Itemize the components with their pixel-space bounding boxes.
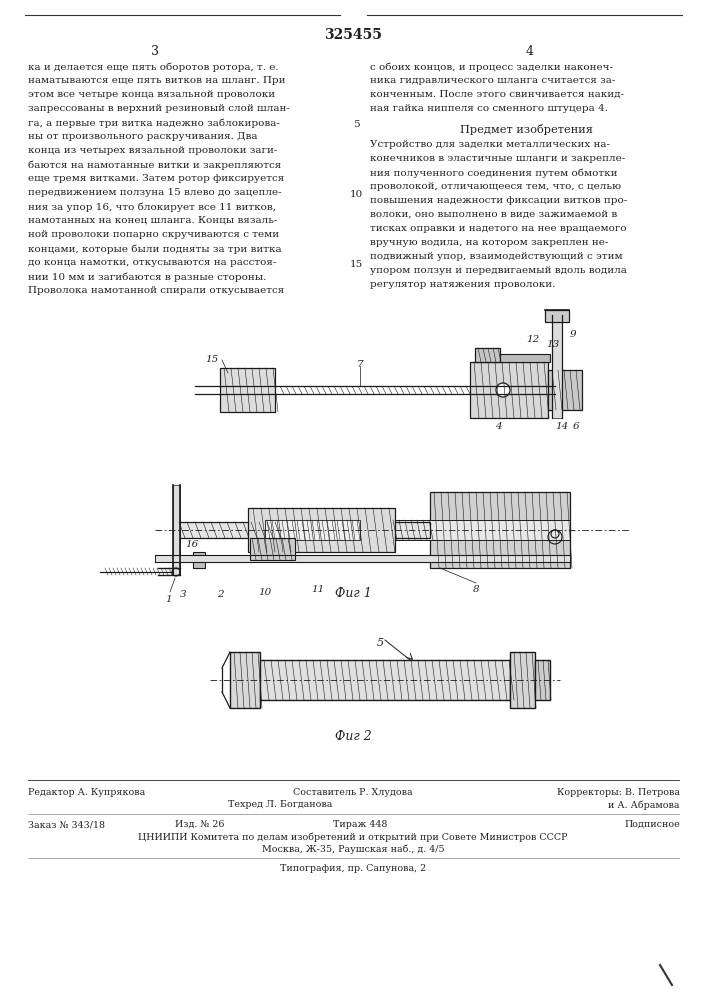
- Bar: [430, 492, 570, 568]
- Text: конца из четырех вязальной проволоки заги-: конца из четырех вязальной проволоки заг…: [28, 146, 277, 155]
- Bar: [173, 485, 180, 575]
- Text: 16: 16: [185, 540, 199, 549]
- Text: ной проволоки попарно скручиваются с теми: ной проволоки попарно скручиваются с тем…: [28, 230, 279, 239]
- Text: ка и делается еще пять оборотов ротора, т. е.: ка и делается еще пять оборотов ротора, …: [28, 62, 279, 72]
- Text: 325455: 325455: [324, 28, 382, 42]
- Text: ника гидравлического шланга считается за-: ника гидравлического шланга считается за…: [370, 76, 615, 85]
- Text: намотанных на конец шланга. Концы вязаль-: намотанных на конец шланга. Концы вязаль…: [28, 216, 277, 225]
- Text: Редактор А. Купрякова: Редактор А. Купрякова: [28, 788, 145, 797]
- Bar: [545, 310, 569, 322]
- Bar: [230, 652, 260, 708]
- Text: концами, которые были подняты за три витка: концами, которые были подняты за три вит…: [28, 244, 281, 253]
- Bar: [248, 508, 395, 552]
- Text: 11: 11: [311, 585, 325, 594]
- Text: упором ползун и передвигаемый вдоль водила: упором ползун и передвигаемый вдоль води…: [370, 266, 627, 275]
- Text: 3: 3: [180, 590, 187, 599]
- Text: 4: 4: [495, 422, 501, 431]
- Text: 15: 15: [205, 355, 218, 364]
- Bar: [475, 348, 500, 362]
- Text: га, а первые три витка надежно заблокирова-: га, а первые три витка надежно заблокиро…: [28, 118, 280, 127]
- Text: волоки, оно выполнено в виде зажимаемой в: волоки, оно выполнено в виде зажимаемой …: [370, 210, 617, 219]
- Bar: [175, 522, 430, 538]
- Text: ния за упор 16, что блокирует все 11 витков,: ния за упор 16, что блокирует все 11 вит…: [28, 202, 276, 212]
- Text: 5: 5: [353, 120, 359, 129]
- Text: Типография, пр. Сапунова, 2: Типография, пр. Сапунова, 2: [280, 864, 426, 873]
- Bar: [390, 520, 570, 540]
- Text: ЦНИИПИ Комитета по делам изобретений и открытий при Совете Министров СССР: ЦНИИПИ Комитета по делам изобретений и о…: [139, 833, 568, 842]
- Text: с обоих концов, и процесс заделки наконеч-: с обоих концов, и процесс заделки наконе…: [370, 62, 613, 72]
- Text: этом все четыре конца вязальной проволоки: этом все четыре конца вязальной проволок…: [28, 90, 275, 99]
- Text: передвижением ползуна 15 влево до зацепле-: передвижением ползуна 15 влево до зацепл…: [28, 188, 281, 197]
- Text: ния полученного соединения путем обмотки: ния полученного соединения путем обмотки: [370, 168, 617, 178]
- Text: наматываются еще пять витков на шланг. При: наматываются еще пять витков на шланг. П…: [28, 76, 286, 85]
- Text: 15: 15: [349, 260, 363, 269]
- Text: 7: 7: [357, 360, 363, 369]
- Text: 6: 6: [573, 422, 580, 431]
- Bar: [250, 538, 295, 560]
- Text: тисках оправки и надетого на нее вращаемого: тисках оправки и надетого на нее вращаем…: [370, 224, 626, 233]
- Bar: [535, 660, 550, 700]
- Circle shape: [496, 383, 510, 397]
- Text: ны от произвольного раскручивания. Два: ны от произвольного раскручивания. Два: [28, 132, 257, 141]
- Text: Техред Л. Богданова: Техред Л. Богданова: [228, 800, 332, 809]
- Text: Заказ № 343/18: Заказ № 343/18: [28, 820, 105, 829]
- Text: 10: 10: [258, 588, 271, 597]
- Text: 13: 13: [547, 340, 560, 349]
- Bar: [510, 652, 535, 708]
- Text: 10: 10: [349, 190, 363, 199]
- Bar: [260, 660, 510, 700]
- Bar: [220, 368, 275, 412]
- Text: 8: 8: [473, 585, 479, 594]
- Text: 14: 14: [555, 422, 568, 431]
- Bar: [552, 315, 562, 418]
- Text: конечников в эластичные шланги и закрепле-: конечников в эластичные шланги и закрепл…: [370, 154, 625, 163]
- Text: 2: 2: [216, 590, 223, 599]
- Bar: [193, 552, 205, 568]
- Text: Подписное: Подписное: [624, 820, 680, 829]
- Text: ная гайка ниппеля со сменного штуцера 4.: ная гайка ниппеля со сменного штуцера 4.: [370, 104, 608, 113]
- Text: до конца намотки, откусываются на расстоя-: до конца намотки, откусываются на рассто…: [28, 258, 276, 267]
- Text: 5: 5: [376, 638, 384, 648]
- Text: конченным. После этого свинчивается накид-: конченным. После этого свинчивается наки…: [370, 90, 624, 99]
- Text: Проволока намотанной спирали откусывается: Проволока намотанной спирали откусываетс…: [28, 286, 284, 295]
- Text: запрессованы в верхний резиновый слой шлан-: запрессованы в верхний резиновый слой шл…: [28, 104, 290, 113]
- Text: повышения надежности фиксации витков про-: повышения надежности фиксации витков про…: [370, 196, 627, 205]
- Text: подвижный упор, взаимодействующий с этим: подвижный упор, взаимодействующий с этим: [370, 252, 623, 261]
- Text: Изд. № 26: Изд. № 26: [175, 820, 225, 829]
- Text: 1: 1: [165, 595, 173, 604]
- Text: Устройство для заделки металлических на-: Устройство для заделки металлических на-: [370, 140, 610, 149]
- Bar: [548, 370, 582, 410]
- Text: Тираж 448: Тираж 448: [333, 820, 387, 829]
- Bar: [500, 354, 550, 362]
- Text: баются на намотанные витки и закрепляются: баются на намотанные витки и закрепляютс…: [28, 160, 281, 169]
- Text: и А. Абрамова: и А. Абрамова: [609, 800, 680, 810]
- Bar: [265, 520, 360, 540]
- Text: вручную водила, на котором закреплен не-: вручную водила, на котором закреплен не-: [370, 238, 609, 247]
- Bar: [470, 362, 548, 418]
- Text: еще тремя витками. Затем ротор фиксируется: еще тремя витками. Затем ротор фиксирует…: [28, 174, 284, 183]
- Text: Предмет изобретения: Предмет изобретения: [460, 124, 592, 135]
- Text: 12: 12: [527, 335, 539, 344]
- Text: проволокой, отличающееся тем, что, с целью: проволокой, отличающееся тем, что, с цел…: [370, 182, 621, 191]
- Text: Фиг 2: Фиг 2: [334, 730, 371, 743]
- Text: 3: 3: [151, 45, 159, 58]
- Text: Составитель Р. Хлудова: Составитель Р. Хлудова: [293, 788, 413, 797]
- Text: 9: 9: [570, 330, 577, 339]
- Bar: [155, 555, 570, 562]
- Text: Москва, Ж-35, Раушская наб., д. 4/5: Москва, Ж-35, Раушская наб., д. 4/5: [262, 845, 444, 854]
- Text: Корректоры: В. Петрова: Корректоры: В. Петрова: [557, 788, 680, 797]
- Text: регулятор натяжения проволоки.: регулятор натяжения проволоки.: [370, 280, 556, 289]
- Text: 4: 4: [526, 45, 534, 58]
- Text: Фиг 1: Фиг 1: [334, 587, 371, 600]
- Text: нии 10 мм и загибаются в разные стороны.: нии 10 мм и загибаются в разные стороны.: [28, 272, 267, 282]
